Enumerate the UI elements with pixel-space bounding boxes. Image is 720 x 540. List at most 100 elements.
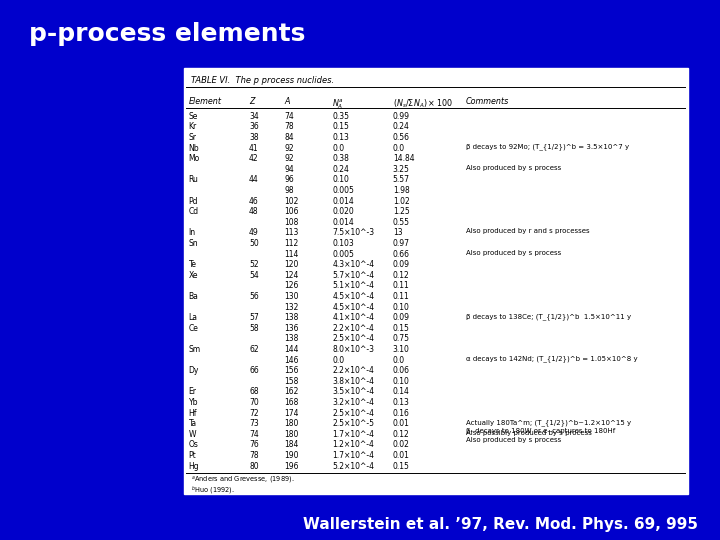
Text: 146: 146 bbox=[284, 356, 299, 364]
Text: 84: 84 bbox=[284, 133, 294, 142]
Text: 3.25: 3.25 bbox=[393, 165, 410, 174]
Text: 98: 98 bbox=[284, 186, 294, 195]
Text: 49: 49 bbox=[249, 228, 259, 238]
Text: 158: 158 bbox=[284, 377, 299, 386]
Text: 41: 41 bbox=[249, 144, 258, 153]
Text: Er: Er bbox=[189, 387, 197, 396]
Text: Ba: Ba bbox=[189, 292, 199, 301]
Text: Z: Z bbox=[249, 97, 255, 106]
Text: α decays to 142Nd; (T_{1/2})^b = 1.05×10^8 y: α decays to 142Nd; (T_{1/2})^b = 1.05×10… bbox=[466, 356, 637, 362]
Text: 73: 73 bbox=[249, 419, 259, 428]
Text: 50: 50 bbox=[249, 239, 259, 248]
Text: 0.12: 0.12 bbox=[393, 430, 410, 439]
Text: 0.38: 0.38 bbox=[332, 154, 349, 163]
Text: 3.2×10^-4: 3.2×10^-4 bbox=[332, 398, 374, 407]
Text: 0.02: 0.02 bbox=[393, 441, 410, 449]
Text: Te: Te bbox=[189, 260, 197, 269]
Text: 5.7×10^-4: 5.7×10^-4 bbox=[332, 271, 374, 280]
Text: 196: 196 bbox=[284, 462, 299, 471]
Text: 44: 44 bbox=[249, 176, 259, 184]
Text: 106: 106 bbox=[284, 207, 299, 216]
Text: 94: 94 bbox=[284, 165, 294, 174]
Text: Also produced by s process: Also produced by s process bbox=[466, 437, 561, 443]
Text: Also produced by s process: Also produced by s process bbox=[466, 249, 561, 255]
Text: 113: 113 bbox=[284, 228, 299, 238]
Text: Element: Element bbox=[189, 97, 222, 106]
Text: 52: 52 bbox=[249, 260, 258, 269]
Text: 132: 132 bbox=[284, 302, 299, 312]
Text: 174: 174 bbox=[284, 409, 299, 417]
Text: 7.5×10^-3: 7.5×10^-3 bbox=[332, 228, 374, 238]
Text: Yb: Yb bbox=[189, 398, 198, 407]
Text: β- decays to 180W or e- captures to 180Hf: β- decays to 180W or e- captures to 180H… bbox=[466, 428, 615, 434]
Text: 0.10: 0.10 bbox=[393, 377, 410, 386]
Text: Mo: Mo bbox=[189, 154, 200, 163]
Text: 4.1×10^-4: 4.1×10^-4 bbox=[332, 313, 374, 322]
Text: 1.2×10^-4: 1.2×10^-4 bbox=[332, 441, 374, 449]
Text: 130: 130 bbox=[284, 292, 299, 301]
Text: 0.11: 0.11 bbox=[393, 292, 410, 301]
Text: 0.10: 0.10 bbox=[332, 176, 349, 184]
Text: 0.97: 0.97 bbox=[393, 239, 410, 248]
Text: 1.7×10^-4: 1.7×10^-4 bbox=[332, 430, 374, 439]
Text: 38: 38 bbox=[249, 133, 258, 142]
Text: Also produced by s process: Also produced by s process bbox=[466, 165, 561, 171]
Text: Wallerstein et al. ’97, Rev. Mod. Phys. 69, 995: Wallerstein et al. ’97, Rev. Mod. Phys. … bbox=[303, 517, 698, 532]
Text: 2.5×10^-4: 2.5×10^-4 bbox=[332, 334, 374, 343]
Text: 42: 42 bbox=[249, 154, 258, 163]
Text: 114: 114 bbox=[284, 249, 299, 259]
Text: 0.13: 0.13 bbox=[393, 398, 410, 407]
Text: $^b$Huo (1992).: $^b$Huo (1992). bbox=[192, 484, 235, 497]
Text: 0.005: 0.005 bbox=[332, 249, 354, 259]
Text: Dy: Dy bbox=[189, 366, 199, 375]
Text: Actually 180Ta^m; (T_{1/2})^b~1.2×10^15 y: Actually 180Ta^m; (T_{1/2})^b~1.2×10^15 … bbox=[466, 419, 631, 426]
Text: Hf: Hf bbox=[189, 409, 197, 417]
Text: Cd: Cd bbox=[189, 207, 199, 216]
Text: 0.09: 0.09 bbox=[393, 313, 410, 322]
Text: 5.1×10^-4: 5.1×10^-4 bbox=[332, 281, 374, 291]
Text: W: W bbox=[189, 430, 196, 439]
Text: Hg: Hg bbox=[189, 462, 199, 471]
Text: 0.06: 0.06 bbox=[393, 366, 410, 375]
Text: 2.2×10^-4: 2.2×10^-4 bbox=[332, 366, 374, 375]
Text: 180: 180 bbox=[284, 430, 299, 439]
Text: $^a$Anders and Grevesse, (1989).: $^a$Anders and Grevesse, (1989). bbox=[192, 475, 294, 486]
Text: 46: 46 bbox=[249, 197, 259, 206]
FancyBboxPatch shape bbox=[184, 68, 688, 494]
Text: 156: 156 bbox=[284, 366, 299, 375]
Text: Xe: Xe bbox=[189, 271, 198, 280]
Text: 56: 56 bbox=[249, 292, 259, 301]
Text: β decays to 138Ce; (T_{1/2})^b  1.5×10^11 y: β decays to 138Ce; (T_{1/2})^b 1.5×10^11… bbox=[466, 313, 631, 320]
Text: 180: 180 bbox=[284, 419, 299, 428]
Text: 1.7×10^-4: 1.7×10^-4 bbox=[332, 451, 374, 460]
Text: Ta: Ta bbox=[189, 419, 197, 428]
Text: 0.55: 0.55 bbox=[393, 218, 410, 227]
Text: 4.3×10^-4: 4.3×10^-4 bbox=[332, 260, 374, 269]
Text: 48: 48 bbox=[249, 207, 258, 216]
Text: Comments: Comments bbox=[466, 97, 509, 106]
Text: 112: 112 bbox=[284, 239, 299, 248]
Text: 3.5×10^-4: 3.5×10^-4 bbox=[332, 387, 374, 396]
Text: Sm: Sm bbox=[189, 345, 201, 354]
Text: Pd: Pd bbox=[189, 197, 198, 206]
Text: 4.5×10^-4: 4.5×10^-4 bbox=[332, 292, 374, 301]
Text: 3.8×10^-4: 3.8×10^-4 bbox=[332, 377, 374, 386]
Text: 2.2×10^-4: 2.2×10^-4 bbox=[332, 324, 374, 333]
Text: 168: 168 bbox=[284, 398, 299, 407]
Text: 54: 54 bbox=[249, 271, 259, 280]
Text: 0.09: 0.09 bbox=[393, 260, 410, 269]
Text: 190: 190 bbox=[284, 451, 299, 460]
Text: 92: 92 bbox=[284, 144, 294, 153]
Text: 0.56: 0.56 bbox=[393, 133, 410, 142]
Text: 0.0: 0.0 bbox=[332, 356, 344, 364]
Text: 138: 138 bbox=[284, 313, 299, 322]
Text: 0.66: 0.66 bbox=[393, 249, 410, 259]
Text: 74: 74 bbox=[249, 430, 259, 439]
Text: 5.57: 5.57 bbox=[393, 176, 410, 184]
Text: Also produced by r and s processes: Also produced by r and s processes bbox=[466, 228, 590, 234]
Text: 0.103: 0.103 bbox=[332, 239, 354, 248]
Text: 1.02: 1.02 bbox=[393, 197, 410, 206]
Text: 120: 120 bbox=[284, 260, 299, 269]
Text: 0.15: 0.15 bbox=[393, 462, 410, 471]
Text: 92: 92 bbox=[284, 154, 294, 163]
